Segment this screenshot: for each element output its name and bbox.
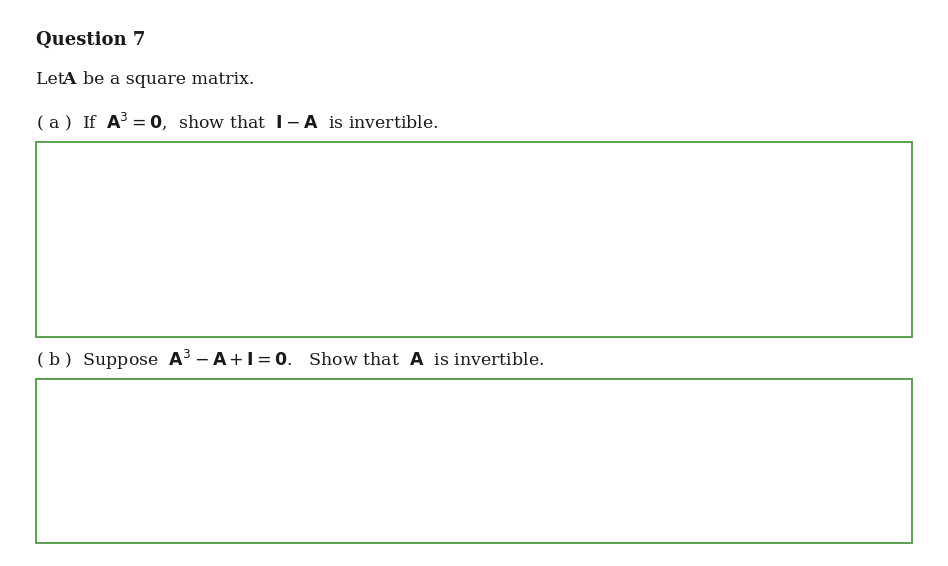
Text: ( a )  If  $\mathbf{A}^3 = \mathbf{0}$,  show that  $\mathbf{I} - \mathbf{A}$  i: ( a ) If $\mathbf{A}^3 = \mathbf{0}$, sh…	[36, 110, 439, 132]
Text: A: A	[63, 71, 76, 88]
Bar	[36, 379, 912, 543]
Text: be a square matrix.: be a square matrix.	[72, 71, 254, 88]
Text: Let: Let	[36, 71, 76, 88]
Text: ( b )  Suppose  $\mathbf{A}^3 - \mathbf{A} + \mathbf{I} = \mathbf{0}$.   Show th: ( b ) Suppose $\mathbf{A}^3 - \mathbf{A}…	[36, 348, 544, 372]
Text: Question 7: Question 7	[36, 31, 145, 49]
Bar	[36, 142, 912, 337]
